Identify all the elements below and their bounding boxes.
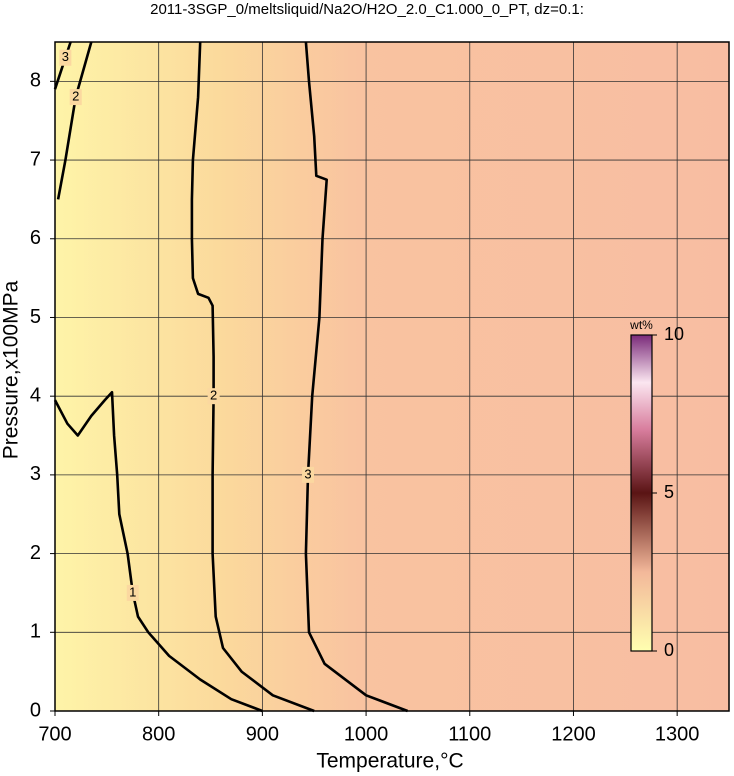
chart-title: 2011-3SGP_0/meltsliquid/Na2O/H2O_2.0_C1.… bbox=[150, 1, 584, 18]
y-tick-label: 5 bbox=[30, 306, 41, 328]
contour-line bbox=[190, 41, 315, 713]
x-tick-label: 700 bbox=[38, 723, 71, 745]
colorbar-tick-label: 0 bbox=[664, 640, 674, 660]
colorbar-tick-label: 10 bbox=[664, 324, 684, 344]
contour-label-bg bbox=[126, 584, 139, 601]
contour-line bbox=[304, 41, 409, 713]
x-tick-label: 1000 bbox=[344, 723, 389, 745]
y-axis-label: Pressure,x100MPa bbox=[0, 280, 23, 459]
contour-label-bg bbox=[69, 89, 82, 106]
contour-label: 3 bbox=[304, 466, 311, 481]
y-tick-label: 1 bbox=[30, 621, 41, 643]
colorbar-tick-label: 5 bbox=[664, 482, 674, 502]
contour-label: 2 bbox=[72, 89, 79, 104]
plot-background bbox=[55, 42, 729, 711]
contour-label-bg bbox=[302, 466, 315, 483]
y-tick-label: 7 bbox=[30, 148, 41, 170]
contour-label: 3 bbox=[62, 49, 69, 64]
x-tick-label: 1300 bbox=[655, 723, 700, 745]
colorbar bbox=[630, 334, 653, 652]
x-tick-label: 800 bbox=[142, 723, 175, 745]
y-tick-label: 6 bbox=[30, 227, 41, 249]
y-tick-label: 8 bbox=[30, 70, 41, 92]
contour-line bbox=[53, 390, 263, 713]
x-tick-label: 900 bbox=[246, 723, 279, 745]
x-tick-label: 1200 bbox=[551, 723, 596, 745]
colorbar-label: wt% bbox=[629, 318, 653, 332]
y-tick-label: 0 bbox=[30, 699, 41, 721]
contour-label-bg bbox=[207, 388, 220, 405]
contour-label: 2 bbox=[210, 388, 217, 403]
contour-label-bg bbox=[59, 49, 72, 66]
y-tick-label: 3 bbox=[30, 463, 41, 485]
plot-frame bbox=[54, 41, 730, 712]
x-axis-label: Temperature,°C bbox=[316, 750, 463, 773]
y-tick-label: 4 bbox=[30, 384, 41, 406]
y-tick-label: 2 bbox=[30, 542, 41, 564]
contour-line bbox=[56, 41, 93, 200]
x-tick-label: 1100 bbox=[448, 723, 491, 745]
contour-label: 1 bbox=[129, 584, 136, 599]
